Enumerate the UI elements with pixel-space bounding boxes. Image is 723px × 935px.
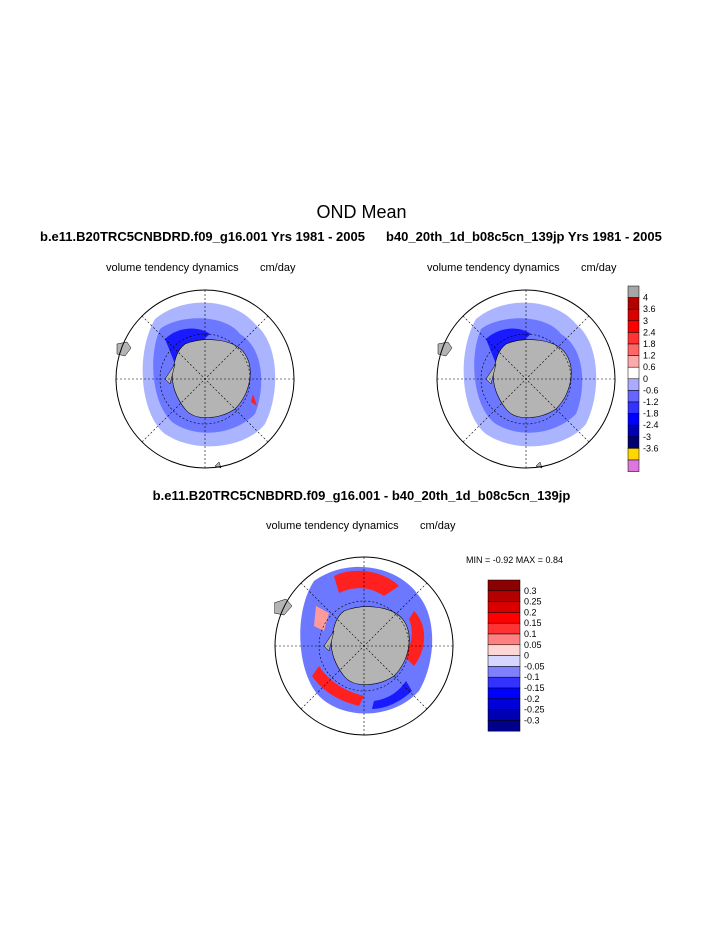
colorbar-tick-label: -1.2 <box>643 397 659 407</box>
colorbar-swatch <box>627 378 640 391</box>
polar-map-panel2 <box>436 289 616 469</box>
colorbar-tick-label: 3 <box>643 316 648 326</box>
colorbar-main: 43.6 32.4 1.8 1.20.6 0-0.6 -1.2 -1.8-2.4 -3-3.6 <box>627 285 659 472</box>
colorbar-swatch <box>627 401 640 414</box>
colorbar-swatch <box>487 666 521 678</box>
figure-title: OND Mean <box>316 202 407 222</box>
colorbar-swatch <box>627 448 640 461</box>
colorbar-swatch <box>487 601 521 613</box>
colorbar-tick-label: -3.6 <box>643 443 659 453</box>
colorbar-tick-label: -0.05 <box>524 661 545 671</box>
colorbar-swatch <box>627 308 640 322</box>
colorbar-swatch <box>627 366 640 380</box>
panel3-case-title: b.e11.B20TRC5CNBDRD.f09_g16.001 - b40_20… <box>152 488 571 503</box>
colorbar-tick-label: 0.2 <box>524 607 537 617</box>
colorbar-swatch <box>487 687 521 700</box>
colorbar-swatch <box>627 459 640 472</box>
colorbar-swatch <box>627 436 640 449</box>
colorbar-swatch <box>627 424 640 438</box>
colorbar-tick-label: -1.8 <box>643 409 659 419</box>
panel2-case-title: b40_20th_1d_b08c5cn_139jp Yrs 1981 - 200… <box>386 229 662 244</box>
panel1-variable-label: volume tendency dynamics <box>106 262 239 274</box>
colorbar-difference: 0.30.250.20.150.10.050-0.05-0.1-0.15-0.2… <box>487 579 545 732</box>
colorbar-swatch <box>487 655 521 667</box>
colorbar-tick-label: 0 <box>643 374 648 384</box>
colorbar-tick-label: -0.1 <box>524 672 540 682</box>
colorbar-swatch <box>487 676 521 689</box>
panel1-units-label: cm/day <box>260 262 296 274</box>
colorbar-swatch <box>627 285 640 298</box>
colorbar-swatch <box>627 332 640 345</box>
colorbar-tick-label: -3 <box>643 432 651 442</box>
panel1-case-title: b.e11.B20TRC5CNBDRD.f09_g16.001 Yrs 1981… <box>40 229 365 244</box>
colorbar-tick-label: 0.3 <box>524 586 537 596</box>
panel3-variable-label: volume tendency dynamics <box>266 520 399 532</box>
colorbar-tick-label: -0.15 <box>524 683 545 693</box>
colorbar-swatch <box>627 390 640 403</box>
colorbar-tick-label: 1.8 <box>643 339 656 349</box>
diff-min-max-text: MIN = -0.92 MAX = 0.84 <box>466 555 564 565</box>
colorbar-swatch <box>627 355 640 368</box>
colorbar-swatch <box>487 612 521 624</box>
colorbar-tick-label: 0.6 <box>643 362 656 372</box>
colorbar-tick-label: -0.3 <box>524 715 540 725</box>
colorbar-swatch <box>627 320 640 333</box>
colorbar-tick-label: -2.4 <box>643 420 659 430</box>
colorbar-swatch <box>487 579 521 592</box>
colorbar-swatch <box>627 297 640 310</box>
colorbar-swatch <box>487 622 521 635</box>
colorbar-swatch <box>627 343 640 356</box>
colorbar-tick-label: 0.15 <box>524 618 542 628</box>
colorbar-swatch <box>487 709 521 721</box>
panel2-units-label: cm/day <box>581 262 617 274</box>
colorbar-tick-label: 0 <box>524 651 529 661</box>
colorbar-tick-label: 2.4 <box>643 327 656 337</box>
colorbar-tick-label: -0.25 <box>524 705 545 715</box>
colorbar-tick-label: 0.1 <box>524 629 537 639</box>
polar-map-panel3-difference <box>274 556 454 736</box>
colorbar-tick-label: 4 <box>643 293 648 303</box>
colorbar-swatch <box>487 644 521 656</box>
colorbar-tick-label: 3.6 <box>643 304 656 314</box>
colorbar-swatch <box>487 720 521 732</box>
panel3-units-label: cm/day <box>420 520 456 532</box>
polar-map-panel1 <box>115 289 295 469</box>
colorbar-tick-label: 0.25 <box>524 597 542 607</box>
colorbar-swatch <box>487 590 521 602</box>
colorbar-swatch <box>487 633 521 646</box>
colorbar-tick-label: 0.05 <box>524 640 542 650</box>
panel2-variable-label: volume tendency dynamics <box>427 262 560 274</box>
colorbar-tick-label: 1.2 <box>643 351 656 361</box>
colorbar-tick-label: -0.2 <box>524 694 540 704</box>
colorbar-swatch <box>627 413 640 426</box>
colorbar-tick-label: -0.6 <box>643 385 659 395</box>
colorbar-swatch <box>487 698 521 710</box>
